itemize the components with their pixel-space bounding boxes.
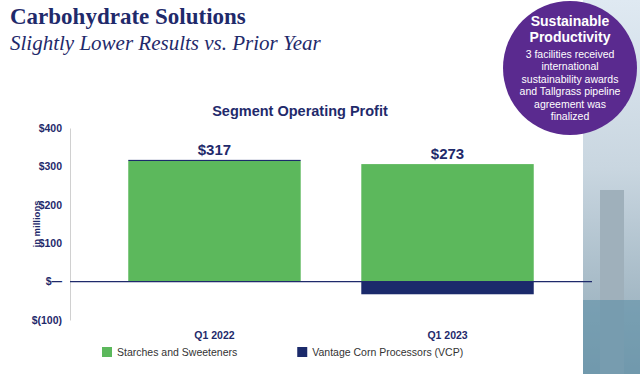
bar — [361, 164, 533, 282]
slide-title: Carbohydrate Solutions — [10, 4, 246, 29]
x-axis: Q1 2022 Q1 2023 — [194, 320, 467, 341]
bar — [128, 161, 300, 282]
y-axis: $400 $300 $200 $100 $— $(100) — [32, 122, 71, 326]
y-axis-line — [70, 129, 71, 321]
y-tick: $200 — [39, 199, 70, 211]
y-tick: $400 — [39, 122, 70, 134]
photo-ground — [583, 300, 640, 374]
chart-title: Segment Operating Profit — [212, 103, 388, 119]
slide: Carbohydrate SolutionsSlightly Lower Res… — [0, 0, 640, 374]
bar — [361, 282, 533, 295]
callout-title: SustainableProductivity — [530, 13, 611, 45]
callout-circle — [503, 1, 637, 135]
x-tick-label: Q1 2022 — [194, 329, 234, 341]
y-tick-label: $200 — [39, 199, 63, 211]
y-tick-label: $100 — [39, 237, 63, 249]
y-axis-title: in millions — [31, 201, 42, 248]
legend-label: Vantage Corn Processors (VCP) — [312, 346, 463, 358]
total-label: $317 — [198, 141, 231, 158]
total-label: $273 — [431, 145, 464, 162]
y-tick-label: $— — [46, 275, 63, 287]
bar-series — [128, 161, 533, 282]
y-tick: $300 — [39, 160, 70, 172]
legend-swatch — [297, 347, 307, 357]
x-tick-label: Q1 2023 — [427, 329, 467, 341]
callout-text: 3 facilities receivedinternationalsustai… — [520, 48, 621, 123]
bar-series — [128, 160, 533, 294]
zero-line — [70, 281, 592, 282]
y-tick: $100 — [39, 237, 70, 249]
legend-swatch — [102, 347, 112, 357]
legend: Starches and Sweeteners Vantage Corn Proc… — [102, 346, 463, 358]
y-tick-label: $300 — [39, 160, 63, 172]
bars — [128, 160, 533, 294]
y-tick-label: $(100) — [32, 314, 62, 326]
slide-subtitle: Slightly Lower Results vs. Prior Year — [10, 31, 322, 55]
y-tick: $— — [46, 275, 70, 287]
legend-label: Starches and Sweeteners — [117, 346, 237, 358]
x-tick: Q1 2022 — [194, 320, 234, 341]
y-tick: $(100) — [32, 314, 70, 326]
x-tick: Q1 2023 — [427, 320, 467, 341]
bar — [128, 160, 300, 161]
y-tick-label: $400 — [39, 122, 63, 134]
